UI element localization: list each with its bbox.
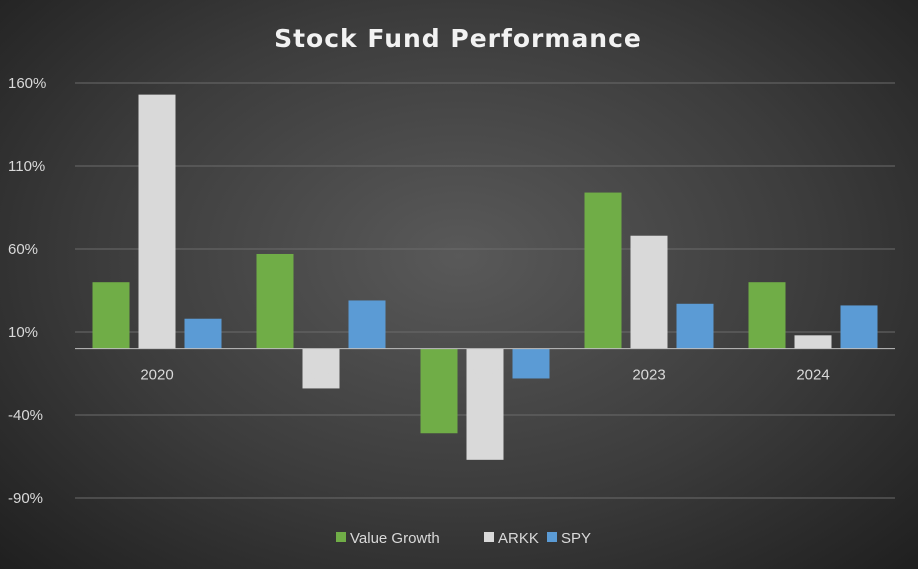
- y-tick-label: 60%: [8, 241, 38, 258]
- bar-arkk-2022: [466, 348, 504, 460]
- bar-value-growth-2020: [92, 282, 130, 349]
- bar-arkk-2020: [138, 94, 176, 349]
- bar-spy-2024: [840, 305, 878, 349]
- x-tick-label: 2023: [632, 367, 665, 384]
- bar-value-growth-2023: [584, 192, 622, 349]
- bar-arkk-2024: [794, 335, 832, 349]
- legend-swatch: [484, 532, 494, 542]
- legend-swatch: [336, 532, 346, 542]
- bar-spy-2020: [184, 318, 222, 349]
- x-tick-label: 2022: [468, 367, 501, 384]
- bar-arkk-2023: [630, 235, 668, 349]
- legend-label: Value Growth: [350, 530, 440, 547]
- chart-title: Stock Fund Performance: [274, 24, 642, 53]
- y-tick-label: 110%: [8, 158, 45, 175]
- y-tick-label: -40%: [8, 407, 43, 424]
- x-tick-label: 2020: [140, 367, 173, 384]
- y-tick-label: 10%: [8, 324, 38, 341]
- bar-value-growth-2022: [420, 348, 458, 434]
- x-tick-label: 2024: [796, 367, 829, 384]
- legend-swatch: [547, 532, 557, 542]
- legend-label: ARKK: [498, 530, 539, 547]
- bar-spy-2022: [512, 348, 550, 379]
- y-tick-label: 160%: [8, 75, 46, 92]
- bar-value-growth-2021: [256, 253, 294, 349]
- bar-spy-2023: [676, 303, 714, 349]
- y-tick-label: -90%: [8, 490, 43, 507]
- bar-value-growth-2024: [748, 282, 786, 349]
- bar-arkk-2021: [302, 348, 340, 389]
- x-tick-label: 2021: [304, 367, 337, 384]
- legend-label: SPY: [561, 530, 591, 547]
- bar-spy-2021: [348, 300, 386, 349]
